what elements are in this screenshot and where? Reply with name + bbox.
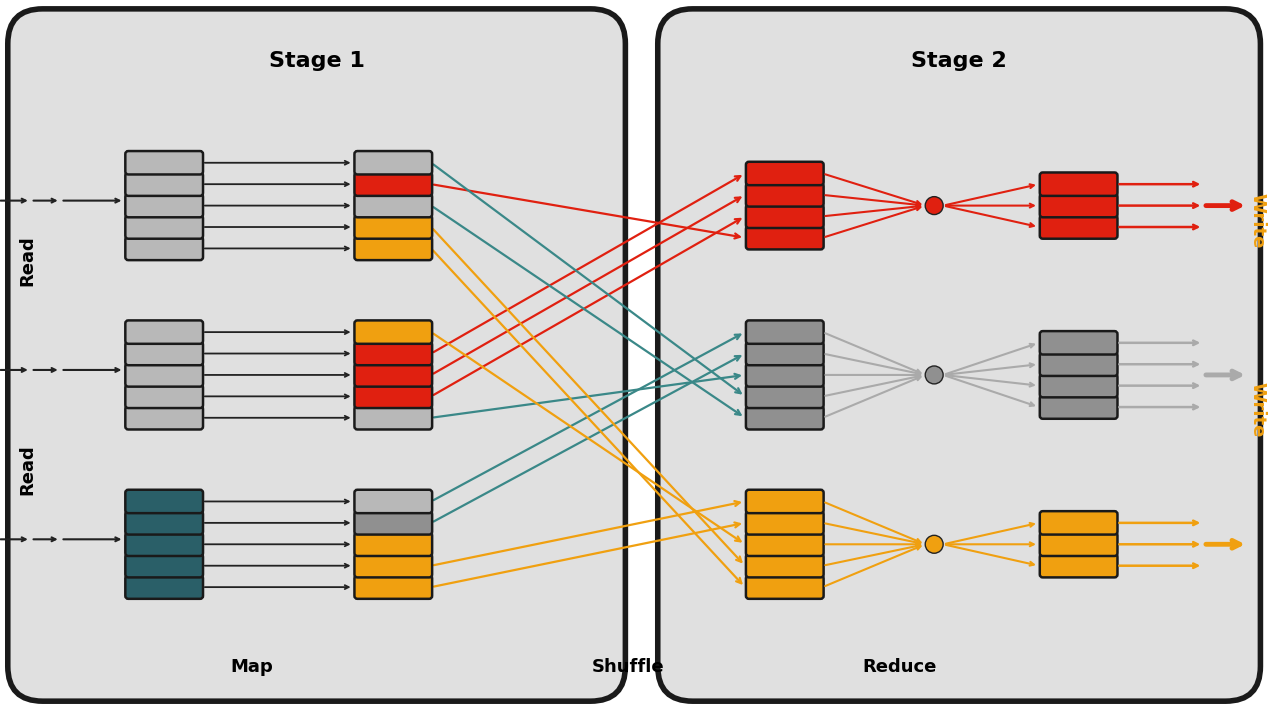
FancyBboxPatch shape [1039, 395, 1117, 419]
FancyBboxPatch shape [355, 237, 433, 260]
Text: Map: Map [230, 658, 273, 676]
FancyBboxPatch shape [355, 406, 433, 430]
FancyBboxPatch shape [658, 9, 1261, 701]
FancyBboxPatch shape [355, 342, 433, 365]
FancyBboxPatch shape [746, 204, 823, 228]
FancyBboxPatch shape [125, 533, 204, 556]
FancyBboxPatch shape [746, 554, 823, 577]
FancyBboxPatch shape [746, 363, 823, 387]
FancyBboxPatch shape [355, 363, 433, 387]
FancyBboxPatch shape [125, 406, 204, 430]
FancyBboxPatch shape [355, 173, 433, 196]
FancyBboxPatch shape [1039, 511, 1117, 534]
Text: Write: Write [1249, 193, 1267, 248]
FancyBboxPatch shape [125, 237, 204, 260]
FancyBboxPatch shape [746, 320, 823, 344]
FancyBboxPatch shape [125, 575, 204, 599]
FancyBboxPatch shape [355, 215, 433, 239]
Circle shape [925, 366, 943, 384]
FancyBboxPatch shape [746, 226, 823, 249]
FancyBboxPatch shape [746, 342, 823, 365]
FancyBboxPatch shape [1039, 533, 1117, 556]
FancyBboxPatch shape [746, 406, 823, 430]
FancyBboxPatch shape [746, 384, 823, 408]
FancyBboxPatch shape [1039, 374, 1117, 397]
FancyBboxPatch shape [125, 320, 204, 344]
Text: Shuffle: Shuffle [593, 658, 664, 676]
FancyBboxPatch shape [355, 151, 433, 174]
Text: Stage 2: Stage 2 [911, 51, 1007, 71]
FancyBboxPatch shape [125, 215, 204, 239]
FancyBboxPatch shape [746, 162, 823, 185]
FancyBboxPatch shape [1039, 331, 1117, 354]
FancyBboxPatch shape [355, 490, 433, 513]
FancyBboxPatch shape [1039, 173, 1117, 196]
FancyBboxPatch shape [1039, 194, 1117, 217]
FancyBboxPatch shape [355, 511, 433, 534]
Text: Stage 1: Stage 1 [269, 51, 365, 71]
FancyBboxPatch shape [746, 511, 823, 534]
FancyBboxPatch shape [746, 533, 823, 556]
Circle shape [925, 536, 943, 553]
Text: Write: Write [1249, 382, 1267, 438]
FancyBboxPatch shape [355, 554, 433, 577]
FancyBboxPatch shape [125, 490, 204, 513]
FancyBboxPatch shape [1039, 554, 1117, 577]
FancyBboxPatch shape [746, 490, 823, 513]
Text: Reduce: Reduce [863, 658, 937, 676]
FancyBboxPatch shape [125, 554, 204, 577]
Circle shape [925, 197, 943, 215]
FancyBboxPatch shape [1039, 215, 1117, 239]
FancyBboxPatch shape [125, 173, 204, 196]
FancyBboxPatch shape [1039, 353, 1117, 376]
FancyBboxPatch shape [125, 194, 204, 217]
FancyBboxPatch shape [355, 320, 433, 344]
FancyBboxPatch shape [125, 363, 204, 387]
FancyBboxPatch shape [125, 384, 204, 408]
FancyBboxPatch shape [8, 9, 626, 701]
Text: Read: Read [19, 235, 37, 286]
FancyBboxPatch shape [125, 151, 204, 174]
FancyBboxPatch shape [746, 575, 823, 599]
FancyBboxPatch shape [355, 533, 433, 556]
FancyBboxPatch shape [355, 384, 433, 408]
FancyBboxPatch shape [355, 194, 433, 217]
FancyBboxPatch shape [355, 575, 433, 599]
FancyBboxPatch shape [125, 342, 204, 365]
FancyBboxPatch shape [125, 511, 204, 534]
FancyBboxPatch shape [746, 183, 823, 207]
Text: Read: Read [19, 444, 37, 495]
